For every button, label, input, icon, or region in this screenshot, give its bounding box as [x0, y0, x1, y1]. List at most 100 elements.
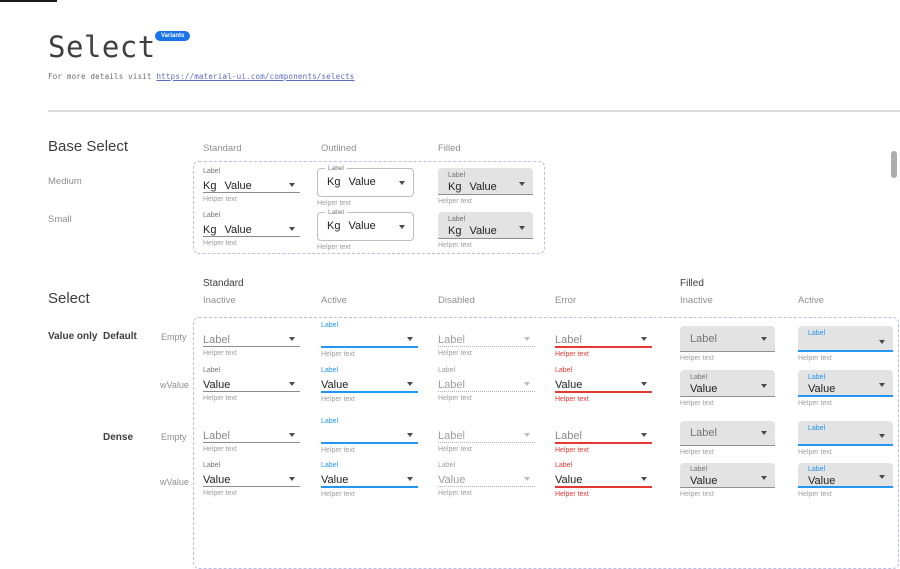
select-standard-inactive-empty[interactable]: Label Helper text: [203, 321, 300, 357]
helper-text: Helper text: [438, 446, 472, 453]
subtitle: For more details visit https://material-…: [48, 72, 355, 81]
row-label-wvalue: wValue: [160, 380, 189, 390]
select-value: Kg Value: [327, 220, 376, 232]
state-header-filled-inactive: Inactive: [680, 295, 713, 306]
select-underline: [555, 391, 652, 393]
select-value: Value: [321, 474, 349, 486]
select-standard-dense-error-with-value[interactable]: Label Value Helper text: [555, 461, 652, 498]
select-value: Value: [321, 379, 349, 391]
select-value: Value: [203, 379, 231, 391]
select-underline: [321, 346, 418, 348]
label-spacer: [203, 417, 300, 427]
select-standard-inactive-with-value[interactable]: Label Value Helper text: [203, 366, 300, 402]
select-value: Value: [555, 474, 583, 486]
select-standard-active-with-value[interactable]: Label Value Helper text: [321, 366, 418, 403]
select-filled-dense-active-with-value[interactable]: Label Value Helper text: [798, 463, 893, 498]
dropdown-arrow-icon: [879, 340, 885, 344]
select-underline: [203, 442, 300, 443]
helper-text: Helper text: [203, 350, 237, 357]
select-label: Label: [321, 367, 339, 374]
select-filled-active-with-value[interactable]: Label Value Helper text: [798, 370, 893, 407]
base-select-filled-medium[interactable]: Label Kg Value Helper text: [438, 168, 533, 205]
helper-text: Helper text: [321, 491, 355, 498]
scrollbar-thumb[interactable]: [891, 151, 897, 178]
select-label: Label: [448, 172, 466, 179]
select-filled-dense-active-empty[interactable]: Label Helper text: [798, 421, 893, 456]
select-value: Kg Value: [448, 181, 497, 193]
select-filled-active-empty[interactable]: Label Helper text: [798, 326, 893, 362]
select-standard-dense-inactive-with-value[interactable]: Label Value Helper text: [203, 461, 300, 497]
select-standard-error-empty[interactable]: Label Helper text: [555, 321, 652, 358]
select-label: Label: [203, 168, 221, 175]
select-placeholder: Label: [555, 334, 582, 346]
select-value: Kg Value: [327, 176, 376, 188]
helper-text: Helper text: [798, 355, 832, 362]
select-standard-dense-active-with-value[interactable]: Label Value Helper text: [321, 461, 418, 498]
filled-select-box: Label Value: [680, 370, 775, 397]
helper-text: Helper text: [438, 395, 472, 402]
select-label: Label: [808, 466, 826, 473]
dropdown-arrow-icon: [289, 226, 295, 231]
helper-text: Helper text: [203, 240, 237, 247]
group-header-standard: Standard: [203, 278, 244, 289]
variants-badge: Variants: [155, 31, 191, 41]
filled-select-box: Label Value: [798, 370, 893, 397]
select-standard-dense-disabled-empty: Label Helper text: [438, 417, 535, 453]
select-placeholder: Label: [555, 430, 582, 442]
select-label: Label: [321, 418, 339, 425]
base-select-standard-medium[interactable]: Label Kg Value Helper text: [203, 167, 300, 203]
dropdown-arrow-icon: [519, 226, 525, 230]
select-label: Label: [203, 367, 221, 374]
dropdown-arrow-icon: [641, 476, 647, 481]
select-value-row: Value: [203, 376, 300, 391]
select-value: Kg Value: [203, 224, 252, 236]
helper-text: Helper text: [321, 396, 355, 403]
state-header-error: Error: [555, 295, 577, 306]
select-underline: [555, 442, 652, 444]
select-value: Value: [203, 474, 231, 486]
select-filled-dense-inactive-empty[interactable]: Label Helper text: [680, 421, 775, 456]
dropdown-arrow-icon: [399, 224, 405, 229]
select-standard-dense-error-empty[interactable]: Label Helper text: [555, 417, 652, 454]
helper-text: Helper text: [555, 447, 589, 454]
row-label-medium: Medium: [48, 176, 82, 187]
base-select-standard-small[interactable]: Label Kg Value Helper text: [203, 211, 300, 247]
label-spacer: [203, 321, 300, 331]
select-standard-active-empty[interactable]: Label Helper text: [321, 321, 418, 358]
select-value: Value: [690, 475, 718, 487]
base-select-outlined-small[interactable]: Label Kg Value Helper text: [317, 209, 414, 251]
label-spacer: [438, 321, 535, 331]
select-value-row: Value: [203, 471, 300, 486]
select-value: Label: [438, 379, 465, 391]
dropdown-arrow-icon: [399, 180, 405, 185]
select-underline: [203, 486, 300, 487]
outlined-select-box: Label Kg Value: [317, 209, 414, 241]
base-select-filled-small[interactable]: Label Kg Value Helper text: [438, 212, 533, 249]
select-placeholder: Label: [203, 430, 230, 442]
select-label: Label: [808, 330, 826, 337]
row-label-dense: Dense: [103, 432, 134, 443]
dropdown-arrow-icon: [761, 431, 767, 435]
select-value-row: Label: [555, 331, 652, 346]
select-value-row: Label: [203, 427, 300, 442]
select-standard-error-with-value[interactable]: Label Value Helper text: [555, 366, 652, 403]
helper-text: Helper text: [321, 351, 355, 358]
select-filled-inactive-empty[interactable]: Label Helper text: [680, 326, 775, 362]
select-standard-disabled-empty: Label Helper text: [438, 321, 535, 357]
select-value-row: Value: [555, 471, 652, 486]
select-value: Kg Value: [448, 225, 497, 237]
select-value-row: Value: [321, 376, 418, 391]
select-standard-dense-inactive-empty[interactable]: Label Helper text: [203, 417, 300, 453]
material-ui-link[interactable]: https://material-ui.com/components/selec…: [156, 72, 355, 81]
helper-text: Helper text: [317, 244, 351, 251]
select-filled-dense-inactive-with-value[interactable]: Label Value Helper text: [680, 463, 775, 498]
select-label: Label: [448, 216, 466, 223]
window-edge-line: [0, 0, 57, 2]
base-select-outlined-medium[interactable]: Label Kg Value Helper text: [317, 165, 414, 207]
select-standard-dense-active-empty[interactable]: Label Helper text: [321, 417, 418, 454]
select-label: Label: [325, 209, 347, 217]
dropdown-arrow-icon: [524, 336, 530, 341]
select-label: Label: [203, 212, 221, 219]
select-filled-inactive-with-value[interactable]: Label Value Helper text: [680, 370, 775, 407]
dropdown-arrow-icon: [289, 381, 295, 386]
